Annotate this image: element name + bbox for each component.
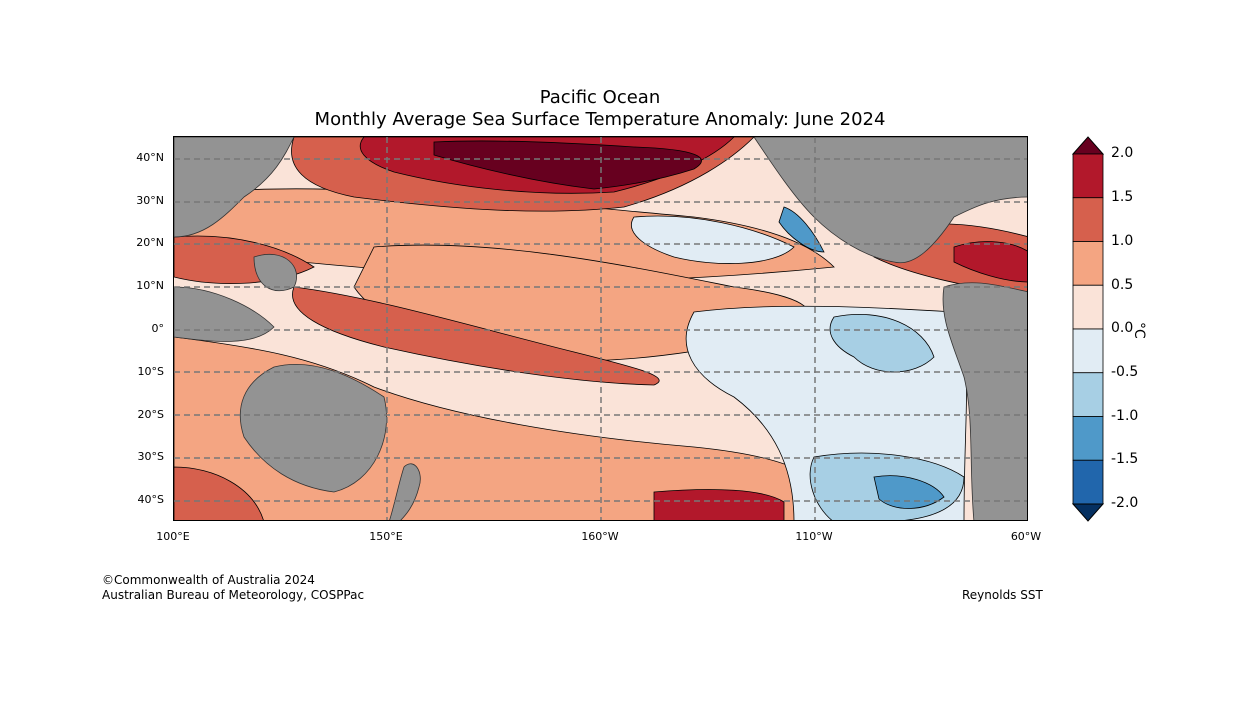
graticule [174,137,1027,520]
colorbar-tick-label: 1.5 [1111,189,1134,205]
new-zealand-landmass [389,463,421,520]
colorbar-tick-label: 0.0 [1111,320,1134,336]
lat-label-10s: 10°S [137,365,164,378]
lon-label-60w: 60°W [1010,530,1042,543]
south-america-landmass [942,282,1027,520]
lat-label-20n: 20°N [136,236,164,249]
chart-subtitle: Monthly Average Sea Surface Temperature … [314,109,886,130]
maritime-continent-landmass [174,286,275,342]
colorbar-tick-label: -2.0 [1111,495,1139,511]
lon-label-160w: 160°W [581,530,619,543]
colorbar-segment [1072,153,1104,199]
data-source-text: Reynolds SST [962,588,1043,602]
australia-landmass [239,363,387,493]
warm-region-gulf [953,241,1027,283]
lat-label-30s: 30°S [137,450,164,463]
copyright-text: ©Commonwealth of Australia 2024 [102,573,315,587]
colorbar [1071,136,1105,528]
colorbar-tick-label: -1.5 [1111,451,1139,467]
lat-label-40s: 40°S [137,493,164,506]
lat-label-20s: 20°S [137,408,164,421]
colorbar-unit-label: °C [1131,322,1147,339]
asia-landmass [174,137,295,238]
colorbar-tick-label: 2.0 [1111,145,1134,161]
colorbar-segment [1072,416,1104,461]
lat-label-40n: 40°N [136,151,164,164]
map-svg [174,137,1027,520]
colorbar-segment [1072,372,1104,417]
colorbar-tick-label: 0.5 [1111,277,1134,293]
cool-region-california [778,206,825,253]
lat-label-10n: 10°N [136,279,164,292]
north-pacific-extreme-warm [433,140,702,190]
warm-region-southwest [174,466,264,520]
colorbar-segment [1072,241,1104,286]
colorbar-segment [1072,197,1104,242]
colorbar-tick-label: -0.5 [1111,364,1139,380]
lat-label-equator: 0° [151,322,165,335]
colorbar-tick-label: 1.0 [1111,233,1134,249]
lat-label-30n: 30°N [136,194,164,207]
sst-anomaly-map [173,136,1028,521]
cool-region-peru [829,314,935,373]
agency-text: Australian Bureau of Meteorology, COSPPa… [102,588,365,602]
colorbar-segment [1072,459,1104,505]
colorbar-segment [1072,328,1104,374]
north-america-landmass [753,137,1027,264]
lon-label-100e: 100°E [156,530,190,543]
colorbar-over-triangle [1071,136,1105,155]
lon-label-150e: 150°E [369,530,403,543]
equatorial-warm-tongue [292,286,660,386]
warm-region-south-pacific [653,489,785,520]
colorbar-under-triangle [1071,503,1105,522]
colorbar-tick-label: -1.0 [1111,408,1139,424]
chart-title: Pacific Ocean [539,87,661,108]
lon-label-110w: 110°W [795,530,833,543]
colorbar-segment [1072,284,1104,330]
colorbar-svg [1071,136,1105,522]
